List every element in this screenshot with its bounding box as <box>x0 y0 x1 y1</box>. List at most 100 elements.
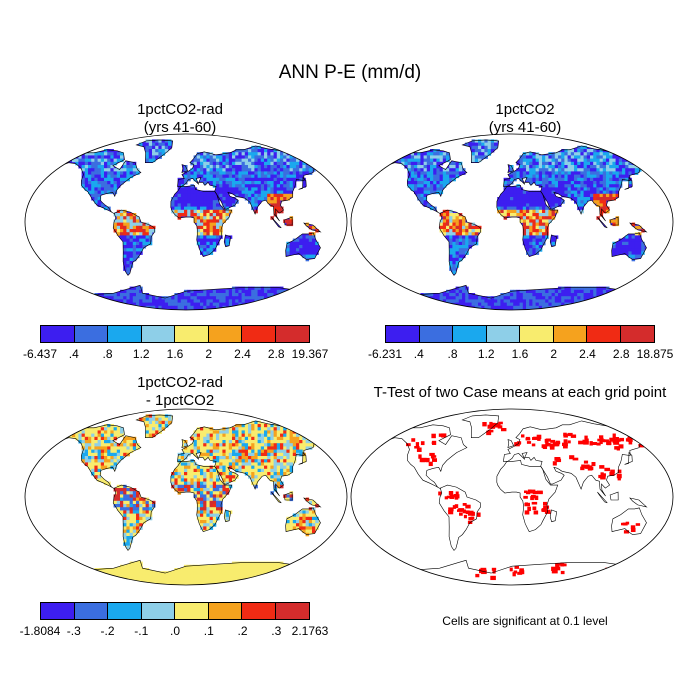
main-title: ANN P-E (mm/d) <box>278 62 422 83</box>
colorbar-tick-label: .4 <box>413 347 424 361</box>
colorbar-tick-label: 18.875 <box>636 347 674 361</box>
colorbar-tick-label: -1.8084 <box>19 624 61 638</box>
colorbar-cell <box>141 326 175 342</box>
map-panel-3 <box>24 408 348 586</box>
coastline-indonesia1 <box>597 216 608 229</box>
map-border <box>24 133 348 311</box>
colorbar-tick-label: 2.8 <box>612 347 630 361</box>
panel-title-1-line1: 1pctCO2-rad <box>137 101 223 118</box>
panel-title-2: 1pctCO2 (yrs 41-60) <box>405 101 645 137</box>
colorbar-cell <box>74 326 108 342</box>
colorbar-cell <box>208 603 242 619</box>
coastline-australia <box>611 507 647 535</box>
coastline-madagascar <box>549 509 558 523</box>
colorbar-tick-label: .1 <box>203 624 214 638</box>
coastline-newguinea <box>303 497 322 508</box>
coastline-indonesia2 <box>609 216 619 226</box>
coastline-madagascar <box>223 234 232 248</box>
coastline-madagascar <box>549 234 558 248</box>
panel-title-2-line1: 1pctCO2 <box>495 101 555 118</box>
coastline-australia <box>611 232 647 260</box>
map-panel-4 <box>350 408 674 586</box>
colorbar-tick-label: 1.6 <box>166 347 184 361</box>
coastline-indonesia2 <box>609 491 619 501</box>
coastline-newguinea <box>303 222 322 233</box>
coastline-newguinea <box>629 497 648 508</box>
colorbar-cell <box>453 326 487 342</box>
colorbar-cell <box>175 603 209 619</box>
coastline-northamerica <box>56 424 142 490</box>
colorbar-cell <box>520 326 554 342</box>
colorbar-cells <box>40 602 310 620</box>
colorbar-cells <box>385 325 655 343</box>
panel-title-1: 1pctCO2-rad (yrs 41-60) <box>60 101 300 137</box>
coastline-australia <box>285 232 321 260</box>
coastline-indonesia2 <box>283 491 293 501</box>
coastline-indonesia1 <box>271 216 282 229</box>
coastline-africa <box>170 185 233 257</box>
coastline-southamerica <box>438 209 481 276</box>
coastline-japan <box>624 176 633 190</box>
colorbar-tick-label: 2.1763 <box>291 624 329 638</box>
colorbar-tick-label: -.3 <box>66 624 81 638</box>
colorbar-cell <box>620 326 654 342</box>
coastline-southamerica <box>112 484 155 551</box>
colorbar-tick-label: .8 <box>447 347 458 361</box>
coastline-uk <box>507 439 515 449</box>
coastline-southamerica <box>438 484 481 551</box>
coastline-australia <box>285 507 321 535</box>
coastline-antarctica <box>380 559 644 585</box>
colorbar-cell <box>486 326 520 342</box>
colorbar-tick-label: -.2 <box>100 624 115 638</box>
coastline-northamerica <box>382 149 468 215</box>
colorbar-tick-label: 1.2 <box>132 347 150 361</box>
colorbar-tick-label: 1.2 <box>477 347 495 361</box>
colorbar-cell <box>242 603 276 619</box>
panel-title-4-line1: T-Test of two Case means at each grid po… <box>373 384 667 401</box>
colorbar-cell <box>242 326 276 342</box>
colorbar-tick-label: 2 <box>550 347 558 361</box>
colorbar-tick-label: .2 <box>237 624 248 638</box>
colorbar-tick-label: 2 <box>205 347 213 361</box>
coastline-africa <box>170 460 233 532</box>
coastline-greenland <box>461 139 500 164</box>
colorbar-cell <box>275 603 309 619</box>
colorbar-cell <box>141 603 175 619</box>
panel-title-3-line2: - 1pctCO2 <box>145 392 215 409</box>
coastline-newguinea <box>629 222 648 233</box>
coastline-africa <box>496 185 559 257</box>
coastline-indonesia2 <box>283 216 293 226</box>
colorbar-cells <box>40 325 310 343</box>
colorbar-3: -1.8084 -.3 -.2 -.1 .0 .1 .2 .3 2.1763 <box>20 602 328 642</box>
colorbar-cell <box>41 603 75 619</box>
map-border <box>24 408 348 586</box>
colorbar-tick-label: 2.4 <box>234 347 251 361</box>
coastline-northamerica <box>382 424 468 490</box>
colorbar-cell <box>74 603 108 619</box>
coastline-africa <box>496 460 559 532</box>
colorbar-cell <box>41 326 75 342</box>
map-panel-2 <box>350 133 674 311</box>
colorbar-cell <box>587 326 621 342</box>
colorbar-cell <box>419 326 453 342</box>
colorbar-cell <box>386 326 420 342</box>
coastline-indonesia1 <box>271 491 282 504</box>
colorbar-cell <box>208 326 242 342</box>
significance-note: Cells are significant at 0.1 level <box>442 614 608 628</box>
colorbar-tick-label: .3 <box>271 624 282 638</box>
coastline-uk <box>181 439 189 449</box>
coastline-greenland <box>135 139 174 164</box>
colorbar-tick-label: .8 <box>102 347 113 361</box>
map-border <box>350 133 674 311</box>
colorbar-1: -6.437 .4 .8 1.2 1.6 2 2.4 2.8 19.367 <box>23 325 328 365</box>
coastline-europe <box>503 420 649 497</box>
colorbar-tick-label: 19.367 <box>291 347 329 361</box>
coastline-uk <box>181 164 189 174</box>
colorbar-tick-label: .4 <box>68 347 79 361</box>
coastline-japan <box>624 451 633 465</box>
coastline-japan <box>298 451 307 465</box>
colorbar-cell <box>275 326 309 342</box>
colorbar-tick-label: -6.437 <box>22 347 58 361</box>
coastline-greenland <box>135 414 174 439</box>
coastline-southamerica <box>112 209 155 276</box>
